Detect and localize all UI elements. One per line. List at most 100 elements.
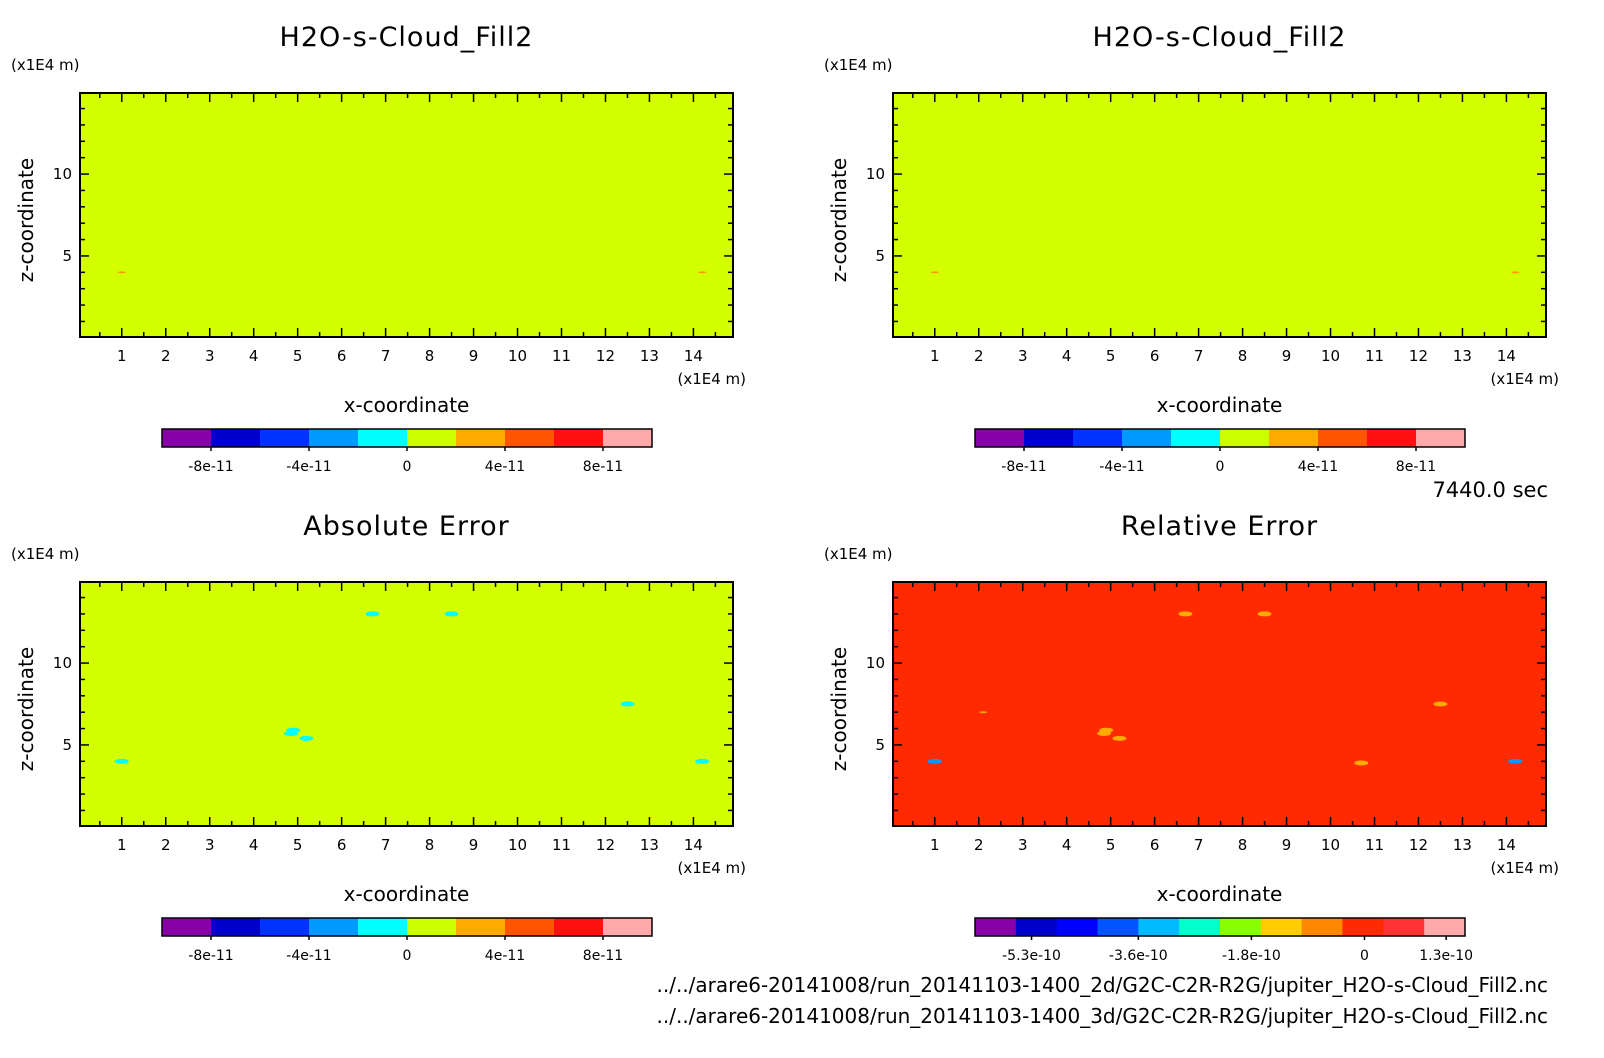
heatmap-feature-5 [284, 730, 299, 736]
heatmap-field [893, 93, 1546, 337]
y-tick-label: 10 [53, 165, 72, 183]
x-tick-label: 6 [337, 347, 347, 365]
chart-title: Absolute Error [303, 511, 509, 542]
plot-frame [892, 581, 1547, 827]
heatmap-feature-7 [1112, 735, 1127, 741]
x-axis-unit: (x1E4 m) [1490, 370, 1559, 388]
x-tick-label: 7 [1194, 836, 1204, 854]
file-path-2d: ../../arare6-20141008/run_20141103-1400_… [657, 973, 1548, 997]
y-axis-label: z-coordinate [14, 158, 38, 282]
colorbar-tick-label: 0 [403, 948, 412, 964]
x-tick-label: 5 [293, 836, 303, 854]
x-tick-label: 3 [1018, 836, 1028, 854]
colorbar-tick-label: 4e-11 [485, 948, 525, 964]
heatmap-feature-3 [1433, 701, 1448, 707]
colorbar-swatch-9 [554, 429, 604, 447]
x-tick-label: 13 [1453, 347, 1472, 365]
x-tick-label: 11 [1365, 347, 1384, 365]
x-tick-label: 14 [684, 347, 703, 365]
colorbar-tick-label: 0 [403, 459, 412, 475]
heatmap-feature-6 [1097, 730, 1112, 736]
x-tick-label: 4 [249, 347, 259, 365]
y-tick-label: 10 [53, 654, 72, 672]
heatmap-feature-7 [114, 758, 129, 764]
x-tick-label: 13 [640, 347, 659, 365]
x-tick-label: 6 [337, 836, 347, 854]
y-tick-label: 10 [866, 165, 885, 183]
x-tick-label: 7 [1194, 347, 1204, 365]
x-tick-label: 14 [1497, 836, 1516, 854]
heatmap-feature-9 [927, 758, 942, 764]
colorbar-swatch-2 [1015, 918, 1058, 936]
file-path-3d: ../../arare6-20141008/run_20141103-1400_… [657, 1004, 1548, 1028]
colorbar-tick-label: 8e-11 [583, 459, 623, 475]
heatmap-feature-6 [299, 735, 314, 741]
y-axis-label: z-coordinate [14, 647, 38, 771]
heatmap-feature-10 [1508, 758, 1523, 764]
time-label: 7440.0 sec [1432, 478, 1548, 502]
heatmap-feature-8 [695, 758, 710, 764]
colorbar-swatch-9 [1367, 429, 1417, 447]
colorbar-tick-label: 8e-11 [583, 948, 623, 964]
heatmap-feature-1 [1178, 611, 1193, 617]
colorbar-swatch-8 [505, 429, 555, 447]
x-axis-label: x-coordinate [1157, 393, 1283, 417]
x-tick-label: 2 [974, 836, 984, 854]
x-tick-label: 10 [508, 347, 527, 365]
colorbar-tick-label: -1.8e-10 [1222, 948, 1281, 964]
colorbar-swatch-2 [1024, 429, 1074, 447]
colorbar-swatch-10 [1416, 429, 1466, 447]
colorbar-swatch-1 [975, 918, 1017, 936]
colorbar-frame [974, 917, 1466, 937]
x-tick-label: 8 [1238, 836, 1248, 854]
colorbar-swatch-4 [1097, 918, 1139, 936]
y-axis-unit: (x1E4 m) [11, 56, 80, 74]
x-tick-label: 2 [974, 347, 984, 365]
x-tick-label: 8 [425, 347, 435, 365]
heatmap-feature-2 [444, 611, 459, 617]
heatmap-field [80, 93, 733, 337]
colorbar-swatch-3 [1056, 918, 1098, 936]
colorbar-swatch-1 [162, 429, 212, 447]
colorbar-swatch-5 [1138, 918, 1180, 936]
colorbar-swatch-4 [1122, 429, 1172, 447]
colorbar-swatch-4 [309, 918, 359, 936]
y-tick-label: 5 [875, 247, 885, 265]
heatmap-feature-1 [930, 271, 939, 274]
x-tick-label: 1 [117, 347, 127, 365]
colorbar-swatch-6 [1179, 918, 1221, 936]
x-tick-label: 2 [161, 347, 171, 365]
y-tick-label: 5 [62, 736, 72, 754]
y-axis-unit: (x1E4 m) [11, 545, 80, 563]
x-tick-label: 7 [381, 347, 391, 365]
x-axis-unit: (x1E4 m) [1490, 859, 1559, 877]
x-axis-unit: (x1E4 m) [677, 859, 746, 877]
heatmap-field [893, 582, 1546, 826]
colorbar-swatch-9 [554, 918, 604, 936]
colorbar-swatch-1 [162, 918, 212, 936]
colorbar-swatch-10 [603, 918, 653, 936]
colorbar-swatch-6 [1220, 429, 1270, 447]
colorbar-tick-label: 4e-11 [1298, 459, 1338, 475]
colorbar-tick-label: -3.6e-10 [1109, 948, 1168, 964]
x-tick-label: 12 [1409, 347, 1428, 365]
chart-panel-1: H2O-s-Cloud_Fill2(x1E4 m)1 2 3 4 5 6 7 8 9 10 11 12… [11, 22, 746, 475]
x-tick-label: 10 [1321, 347, 1340, 365]
x-tick-label: 8 [1238, 347, 1248, 365]
x-tick-label: 10 [508, 836, 527, 854]
x-tick-label: 7 [381, 836, 391, 854]
x-tick-label: 12 [1409, 836, 1428, 854]
colorbar-swatch-10 [1342, 918, 1384, 936]
x-tick-label: 4 [1062, 836, 1072, 854]
colorbar-swatch-4 [309, 429, 359, 447]
colorbar-swatch-10 [603, 429, 653, 447]
colorbar-tick-label: -4e-11 [1099, 459, 1144, 475]
x-axis-label: x-coordinate [1157, 882, 1283, 906]
colorbar-swatch-8 [1260, 918, 1303, 936]
colorbar-swatch-9 [1301, 918, 1343, 936]
x-tick-label: 6 [1150, 836, 1160, 854]
x-tick-label: 2 [161, 836, 171, 854]
colorbar-tick-label: -4e-11 [286, 948, 331, 964]
